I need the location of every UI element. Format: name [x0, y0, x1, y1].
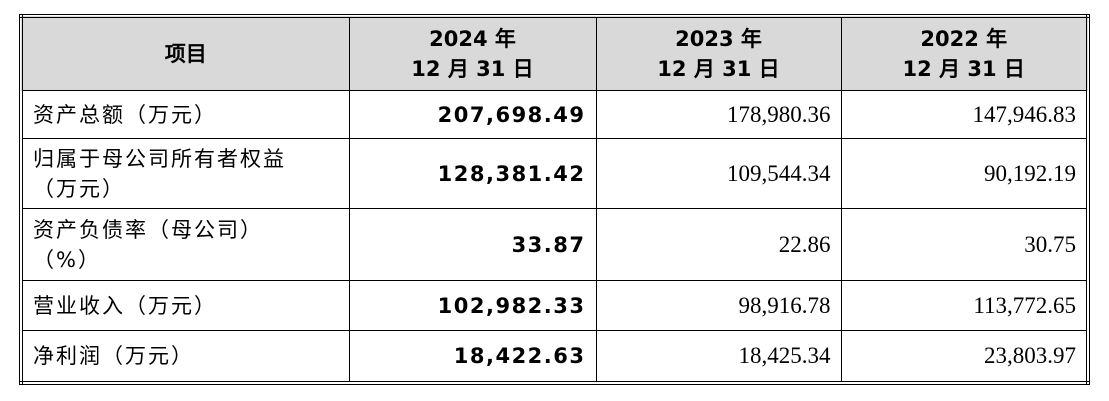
- cell-line: 净利润（万元）: [33, 343, 194, 368]
- value-cell: 109,544.34: [595, 138, 842, 209]
- cell-line: 营业收入（万元）: [33, 293, 217, 318]
- value-cell: 22.86: [595, 208, 842, 281]
- table-body: 资产总额（万元） 207,698.49 178,980.36 147,946.83 归属…: [20, 90, 1089, 383]
- header-row: 项目 2024 年 12 月 31 日 2023 年 12 月 31 日 2022 年 12…: [20, 15, 1089, 91]
- header-cell: 2024 年 12 月 31 日: [348, 15, 597, 91]
- cell-line: 2023 年: [675, 27, 762, 51]
- cell-line: 2024 年: [429, 27, 516, 51]
- cell-line: 资产总额（万元）: [33, 102, 217, 127]
- financial-table: 项目 2024 年 12 月 31 日 2023 年 12 月 31 日 2022 年 12…: [19, 14, 1090, 385]
- cell-line: 2022 年: [920, 27, 1008, 51]
- row-label: 资产总额（万元）: [20, 90, 350, 139]
- value-cell: 98,916.78: [595, 280, 842, 331]
- cell-line: 资产负债率（母公司）: [33, 217, 263, 242]
- value-cell: 18,425.34: [595, 330, 842, 383]
- cell-line: 12 月 31 日: [657, 57, 780, 81]
- value-cell: 30.75: [840, 208, 1089, 281]
- value-cell: 18,422.63: [348, 330, 597, 383]
- cell-line: 归属于母公司所有者权益: [33, 146, 286, 171]
- value-cell: 90,192.19: [840, 138, 1089, 209]
- table-row: 资产负债率（母公司） （%） 33.87 22.86 30.75: [20, 208, 1089, 281]
- cell-line: 12 月 31 日: [902, 57, 1025, 81]
- table-row: 营业收入（万元） 102,982.33 98,916.78 113,772.65: [20, 280, 1089, 331]
- cell-line: 项目: [164, 42, 207, 66]
- header-cell: 2023 年 12 月 31 日: [595, 15, 842, 91]
- value-cell: 178,980.36: [595, 90, 842, 139]
- value-cell: 113,772.65: [840, 280, 1089, 331]
- table-row: 归属于母公司所有者权益 （万元） 128,381.42 109,544.34 90,19…: [20, 138, 1089, 209]
- table-row: 净利润（万元） 18,422.63 18,425.34 23,803.97: [20, 330, 1089, 383]
- row-label: 净利润（万元）: [20, 330, 350, 383]
- table-row: 资产总额（万元） 207,698.49 178,980.36 147,946.83: [20, 90, 1089, 139]
- cell-line: 12 月 31 日: [411, 57, 534, 81]
- value-cell: 147,946.83: [840, 90, 1089, 139]
- value-cell: 23,803.97: [840, 330, 1089, 383]
- header-cell: 2022 年 12 月 31 日: [840, 15, 1089, 91]
- value-cell: 207,698.49: [348, 90, 597, 139]
- row-label: 资产负债率（母公司） （%）: [20, 208, 350, 281]
- row-label: 归属于母公司所有者权益 （万元）: [20, 138, 350, 209]
- value-cell: 33.87: [348, 208, 597, 281]
- value-cell: 128,381.42: [348, 138, 597, 209]
- cell-line: （万元）: [33, 176, 125, 201]
- value-cell: 102,982.33: [348, 280, 597, 331]
- cell-line: （%）: [33, 247, 101, 272]
- row-label: 营业收入（万元）: [20, 280, 350, 331]
- header-cell: 项目: [20, 15, 350, 91]
